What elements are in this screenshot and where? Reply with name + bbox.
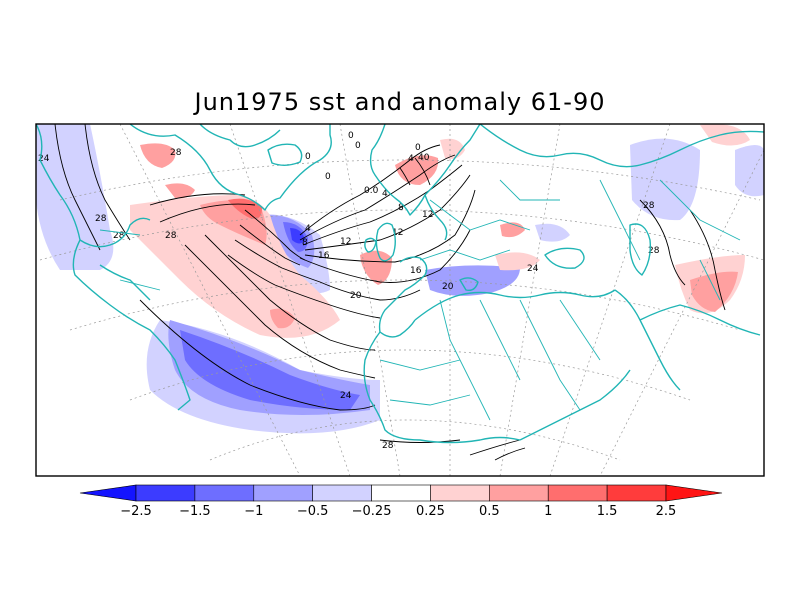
contour-label: 28 — [165, 231, 177, 241]
colorbar-tick-label: −1.5 — [179, 504, 211, 519]
anomaly-region-blue-11 — [630, 138, 700, 221]
anomaly-region-blue-13 — [535, 223, 570, 242]
anomaly-region-red-4 — [270, 308, 295, 329]
colorbar-tick-label: 2.5 — [656, 504, 677, 519]
coastlines — [36, 124, 764, 444]
colorbar-bin — [135, 484, 196, 502]
anomaly-region-blue-9 — [425, 265, 520, 296]
contour-label: 28 — [95, 214, 107, 224]
colorbar-tick-label: 0.25 — [416, 504, 445, 519]
anomaly-region-red-14 — [700, 124, 750, 146]
colorbar-bin — [547, 484, 608, 502]
anomaly-region-red-6 — [165, 183, 195, 199]
colorbar-tick-label: −0.25 — [352, 504, 392, 519]
contour-label: 8 — [398, 203, 404, 213]
colorbar-bin — [489, 484, 549, 502]
colorbar: −2.5 −1.5 −1 −0.5 −0.25 0.25 0.5 1 1.5 2.5 — [79, 484, 723, 519]
contour-label: 40 — [418, 153, 430, 163]
map-frame — [35, 123, 765, 477]
colorbar-bin — [371, 484, 431, 502]
anomaly-region-blue-1 — [36, 124, 114, 270]
colorbar-bin — [606, 484, 667, 502]
colorbar-tick-label: −2.5 — [120, 504, 152, 519]
contour-label: 28 — [170, 148, 182, 158]
colorbar-arrow-high — [665, 484, 723, 502]
anomaly-region-blue-4 — [180, 330, 360, 410]
anomaly-region-red-5 — [140, 143, 176, 168]
contour-label: 0 — [355, 141, 361, 151]
colorbar-tick-label: 1.5 — [597, 504, 618, 519]
anomaly-region-blue-12 — [735, 145, 764, 197]
anomaly-region-red-15 — [250, 268, 285, 287]
contour-label: 4 — [408, 154, 414, 164]
contour-label: 4 — [382, 189, 388, 199]
contour-label: 28 — [648, 246, 660, 256]
map-title: Jun1975 sst and anomaly 61-90 — [194, 88, 606, 116]
contour-label: 16 — [318, 251, 330, 261]
colorbar-bin — [430, 484, 490, 502]
contour-label: 16 — [410, 266, 422, 276]
colorbar-arrow-low — [79, 484, 137, 502]
contour-label-group: 0 0 0 0 0 4 40 0.0 4 8 12 4 12 8 12 16 1… — [38, 131, 660, 451]
contour-label: 0 — [325, 172, 331, 182]
contour-label: 0 — [348, 131, 354, 141]
contour-label: 12 — [422, 210, 433, 220]
contour-label: 28 — [382, 441, 394, 451]
anomaly-region-red-7 — [360, 250, 392, 285]
contour-label: 12 — [340, 237, 351, 247]
contour-label: 24 — [340, 391, 352, 401]
contour-label: 28 — [113, 231, 125, 241]
contour-label: 0.0 — [364, 186, 379, 196]
colorbar-tick-label: −1 — [244, 504, 263, 519]
contour-label: 12 — [392, 228, 403, 238]
colorbar-bin — [312, 484, 372, 502]
contour-label: 24 — [527, 264, 539, 274]
colorbar-bin — [253, 484, 313, 502]
contour-label: 4 — [305, 224, 311, 234]
anomaly-region-red-11 — [495, 252, 540, 271]
contour-label: 20 — [442, 282, 454, 292]
contour-label: 20 — [350, 291, 362, 301]
contour-label: 8 — [302, 238, 308, 248]
anomaly-region-red-13 — [690, 271, 738, 312]
colorbar-tick-label: −0.5 — [297, 504, 329, 519]
anomaly-region-red-1 — [130, 195, 340, 338]
anomaly-shading: 0 0 0 0 0 4 40 0.0 4 8 12 4 12 8 12 16 1… — [36, 124, 764, 476]
country-borders — [99, 179, 741, 421]
colorbar-tick-label: 0.5 — [479, 504, 500, 519]
contour-label: 0 — [305, 152, 311, 162]
colorbar-bin — [194, 484, 255, 502]
contour-label: 0 — [415, 143, 421, 153]
contour-label: 24 — [38, 154, 50, 164]
contour-label: 28 — [643, 201, 655, 211]
graticule — [39, 124, 764, 476]
colorbar-tick-label: 1 — [544, 504, 552, 519]
